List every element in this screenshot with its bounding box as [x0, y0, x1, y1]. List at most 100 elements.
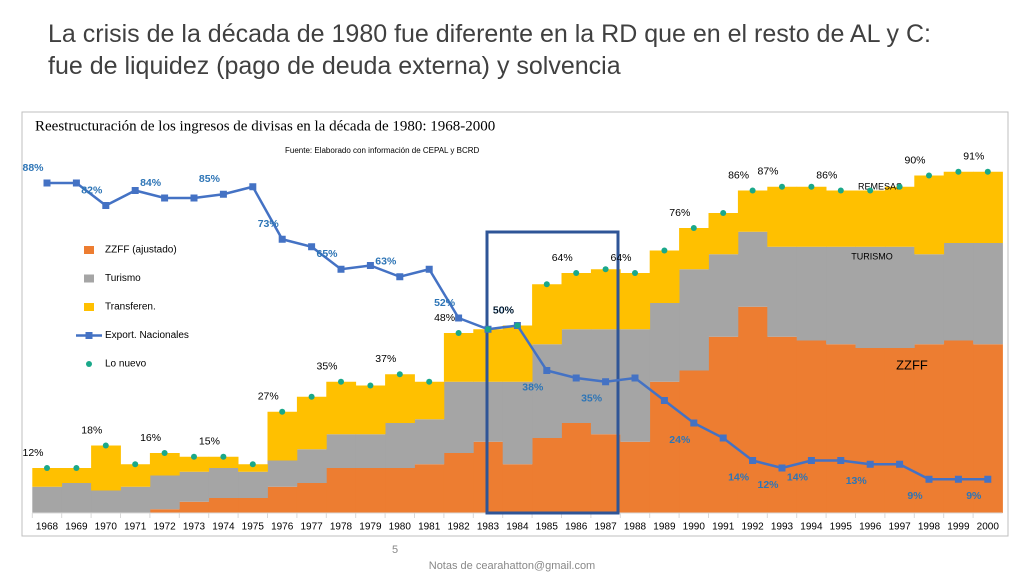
- stacked-area-segment: [532, 438, 562, 513]
- chart-frame: [21, 111, 1009, 537]
- slide-title: La crisis de la década de 1980 fue difer…: [48, 18, 1008, 82]
- dot: [132, 461, 139, 468]
- stacked-area-segment: [973, 344, 1003, 513]
- legend-swatch: [84, 274, 94, 283]
- legend-swatch: [86, 361, 92, 367]
- data-label: 90%: [904, 154, 925, 166]
- stacked-area-segment: [796, 246, 827, 341]
- line-marker: [425, 265, 433, 273]
- data-label: 86%: [816, 169, 837, 181]
- stacked-area-segment: [767, 246, 798, 337]
- legend-label: ZZFF (ajustado): [105, 245, 177, 256]
- line-marker: [308, 243, 316, 251]
- data-label: 35%: [316, 361, 337, 373]
- x-tick-label: 1976: [271, 522, 294, 533]
- data-label: 14%: [728, 471, 750, 483]
- stacked-area-segment: [296, 449, 327, 483]
- stacked-area-segment: [826, 190, 856, 247]
- stacked-area-segment: [179, 471, 210, 502]
- stacked-area-segment: [208, 498, 239, 513]
- stacked-area-segment: [826, 246, 856, 345]
- stacked-area-segment: [238, 471, 268, 498]
- dot: [661, 247, 668, 254]
- data-label: 87%: [757, 166, 778, 178]
- x-tick-label: 1971: [124, 522, 147, 533]
- x-tick-label: 1991: [712, 522, 735, 533]
- x-tick-label: 1970: [95, 522, 118, 533]
- data-label: 27%: [258, 391, 279, 403]
- stacked-area-segment: [296, 483, 327, 513]
- stacked-area-segment: [561, 423, 592, 513]
- stacked-area-segment: [414, 419, 445, 465]
- line-marker: [749, 457, 757, 464]
- line-marker: [807, 457, 815, 464]
- data-label: 50%: [493, 304, 515, 316]
- stacked-area-segment: [943, 171, 974, 243]
- stacked-area-segment: [561, 273, 592, 330]
- stacked-area-segment: [414, 464, 445, 513]
- stacked-area-segment: [973, 243, 1003, 345]
- area-annotation: ZZFF: [896, 357, 928, 372]
- x-tick-label: 1992: [741, 522, 764, 533]
- dot: [867, 187, 874, 194]
- stacked-area-segment: [267, 460, 298, 487]
- legend-label: Lo nuevo: [105, 359, 147, 370]
- dot: [602, 266, 609, 273]
- dot: [426, 378, 433, 385]
- dot: [514, 322, 521, 329]
- data-label: 14%: [787, 471, 809, 483]
- stacked-area-segment: [443, 333, 474, 382]
- line-marker: [249, 183, 257, 191]
- line-marker: [396, 273, 404, 281]
- stacked-area-segment: [708, 254, 739, 337]
- dot: [485, 326, 491, 333]
- line-marker: [455, 314, 463, 322]
- dot: [455, 330, 462, 336]
- stacked-area-segment: [208, 468, 239, 498]
- data-label: 12%: [22, 447, 43, 459]
- data-label: 76%: [669, 207, 690, 219]
- stacked-area-segment: [620, 441, 651, 513]
- stacked-area-segment: [32, 468, 63, 487]
- line-marker: [954, 475, 962, 483]
- dot: [102, 442, 109, 449]
- dot: [220, 453, 227, 460]
- stacked-area-segment: [884, 186, 915, 247]
- line-marker: [925, 475, 933, 483]
- data-label: 64%: [610, 252, 631, 264]
- data-label: 88%: [22, 162, 44, 174]
- stacked-area-segment: [296, 396, 327, 450]
- stacked-area-segment: [708, 336, 739, 513]
- x-tick-label: 1996: [859, 522, 882, 533]
- dot: [808, 183, 815, 190]
- stacked-area-segment: [326, 381, 357, 435]
- dot: [926, 172, 932, 179]
- stacked-area-segment: [679, 269, 709, 371]
- data-label: 63%: [375, 256, 397, 268]
- stacked-area-segment: [149, 509, 180, 513]
- dot: [690, 225, 697, 231]
- dot: [896, 183, 903, 190]
- x-tick-label: 1974: [212, 522, 235, 533]
- stacked-area-segment: [767, 186, 798, 247]
- title-line: fue de liquidez (pago de deuda externa) …: [48, 52, 621, 80]
- data-label: 12%: [757, 479, 779, 491]
- stacked-area-segment: [355, 434, 386, 468]
- line-marker: [102, 202, 110, 209]
- legend-swatch: [84, 246, 94, 254]
- stacked-area-segment: [855, 246, 886, 348]
- stacked-area-segment: [973, 171, 1003, 243]
- stacked-area-segment: [914, 344, 945, 513]
- x-tick-label: 1993: [771, 522, 794, 533]
- stacked-area-segment: [179, 456, 210, 472]
- x-tick-label: 1999: [947, 522, 970, 533]
- x-tick-label: 1995: [830, 522, 853, 533]
- page-number: 5: [392, 544, 399, 556]
- legend-swatch: [84, 303, 94, 311]
- x-tick-label: 1968: [36, 522, 59, 533]
- data-label: 15%: [199, 436, 220, 448]
- x-tick-label: 1981: [418, 522, 441, 533]
- data-label: 24%: [669, 434, 691, 446]
- data-label: 35%: [581, 393, 603, 405]
- x-tick-label: 1975: [242, 522, 265, 533]
